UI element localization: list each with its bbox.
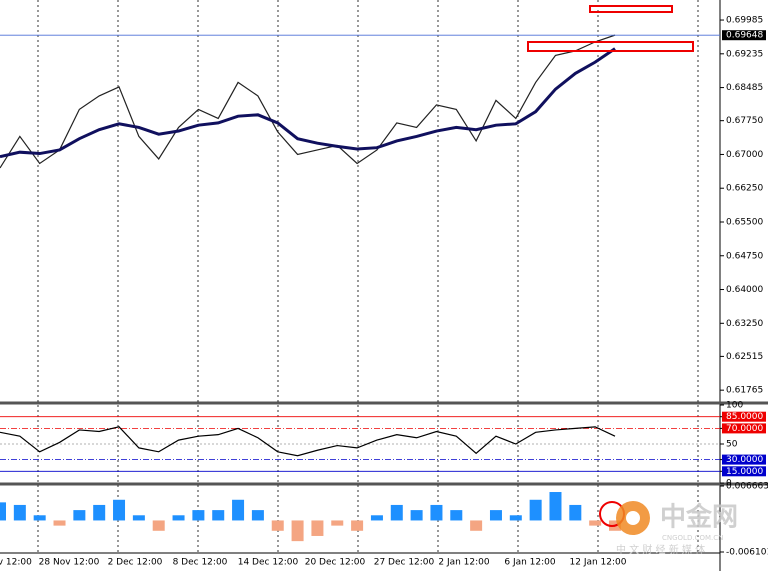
- histogram-bar: [53, 520, 66, 526]
- period-separators: [37, 0, 699, 553]
- x-tick-label: 8 Dec 12:00: [173, 558, 228, 568]
- level-label-bg: [722, 466, 766, 477]
- y-tick-label: 85.0000: [726, 412, 763, 422]
- y-tick-label: 0.66250: [726, 184, 763, 194]
- histogram-bar: [13, 504, 26, 521]
- histogram-bar: [271, 520, 284, 531]
- y-tick-label: 0.64000: [726, 285, 763, 295]
- y-tick-label: 0.63250: [726, 319, 763, 329]
- y-tick-label: 0.61765: [726, 386, 763, 396]
- x-tick-label: 14 Dec 12:00: [238, 558, 299, 568]
- x-tick-label: 20 Dec 12:00: [305, 558, 366, 568]
- histogram-bar: [0, 502, 6, 521]
- level-label-bg: [722, 423, 766, 434]
- y-tick-label: -0.0061015: [726, 548, 768, 558]
- x-tick-label: ov 12:00: [0, 558, 32, 568]
- y-tick-label: 100: [726, 401, 743, 411]
- histogram-bar: [509, 515, 522, 521]
- histogram-bar: [192, 510, 205, 521]
- histogram-bar: [113, 499, 126, 521]
- histogram-bar: [410, 510, 423, 521]
- y-tick-label: 0.69985: [726, 16, 763, 26]
- y-tick-label: 30.0000: [726, 455, 763, 465]
- y-tick-label: 0.67000: [726, 150, 763, 160]
- highlight-box: [589, 5, 673, 13]
- histogram-bar: [370, 515, 383, 521]
- watermark: 中金网 CNGOLD.COM.CN 中 文 财 经 新 媒 体: [616, 501, 738, 556]
- main-panel: [0, 0, 720, 403]
- x-tick-label: 28 Nov 12:00: [39, 558, 100, 568]
- series-line: [0, 47, 616, 159]
- watermark-slogan: 中 文 财 经 新 媒 体: [616, 543, 705, 556]
- highlight-box: [527, 41, 694, 52]
- y-tick-label: 0.62515: [726, 352, 763, 362]
- histogram-bar: [489, 510, 502, 521]
- x-tick-label: 6 Jan 12:00: [504, 558, 556, 568]
- x-tick-label: 2 Jan 12:00: [438, 558, 490, 568]
- histogram-bar: [291, 520, 304, 542]
- histogram-bar: [152, 520, 165, 531]
- y-tick-label: 0: [726, 479, 732, 489]
- y-tick-label: 0.67750: [726, 116, 763, 126]
- histogram-bar: [212, 510, 225, 521]
- histogram-bar: [450, 510, 463, 521]
- histogram-bar: [33, 515, 46, 521]
- histogram-bar: [470, 520, 483, 531]
- x-tick-label: 27 Dec 12:00: [374, 558, 435, 568]
- histogram-bar: [569, 504, 582, 521]
- histogram-bar: [331, 520, 344, 526]
- histogram-bar: [351, 520, 364, 531]
- histogram-bar: [93, 504, 106, 521]
- histogram-bar: [73, 510, 86, 521]
- level-label-bg: [722, 411, 766, 422]
- watermark-url: CNGOLD.COM.CN: [662, 534, 723, 542]
- y-tick-label: 70.0000: [726, 424, 763, 434]
- y-tick-label: 0.0066634: [726, 482, 768, 492]
- y-tick-label: 0.68485: [726, 83, 763, 93]
- y-tick-label: 50: [726, 440, 738, 450]
- histogram-bar: [311, 520, 324, 536]
- y-tick-label: 0.64750: [726, 251, 763, 261]
- histogram-bar: [430, 504, 443, 521]
- last-price-bg: [722, 30, 766, 41]
- y-tick-label: 0.69235: [726, 49, 763, 59]
- histogram-bar: [529, 499, 542, 521]
- histogram-bar: [549, 492, 562, 521]
- histogram-bar: [172, 515, 185, 521]
- series-line: [0, 34, 616, 169]
- histogram-bar: [132, 515, 145, 521]
- histogram-bar: [251, 510, 264, 521]
- last-price-label: 0.69648: [726, 31, 763, 41]
- x-tick-label: 12 Jan 12:00: [570, 558, 627, 568]
- level-label-bg: [722, 454, 766, 465]
- histogram-bar: [589, 520, 602, 526]
- histogram-bar: [390, 504, 403, 521]
- y-tick-label: 0.65500: [726, 217, 763, 227]
- x-tick-label: 2 Dec 12:00: [108, 558, 163, 568]
- histogram-bar: [232, 499, 245, 521]
- watermark-title: 中金网: [660, 502, 738, 533]
- y-tick-label: 15.0000: [726, 467, 763, 477]
- series-line: [0, 426, 616, 457]
